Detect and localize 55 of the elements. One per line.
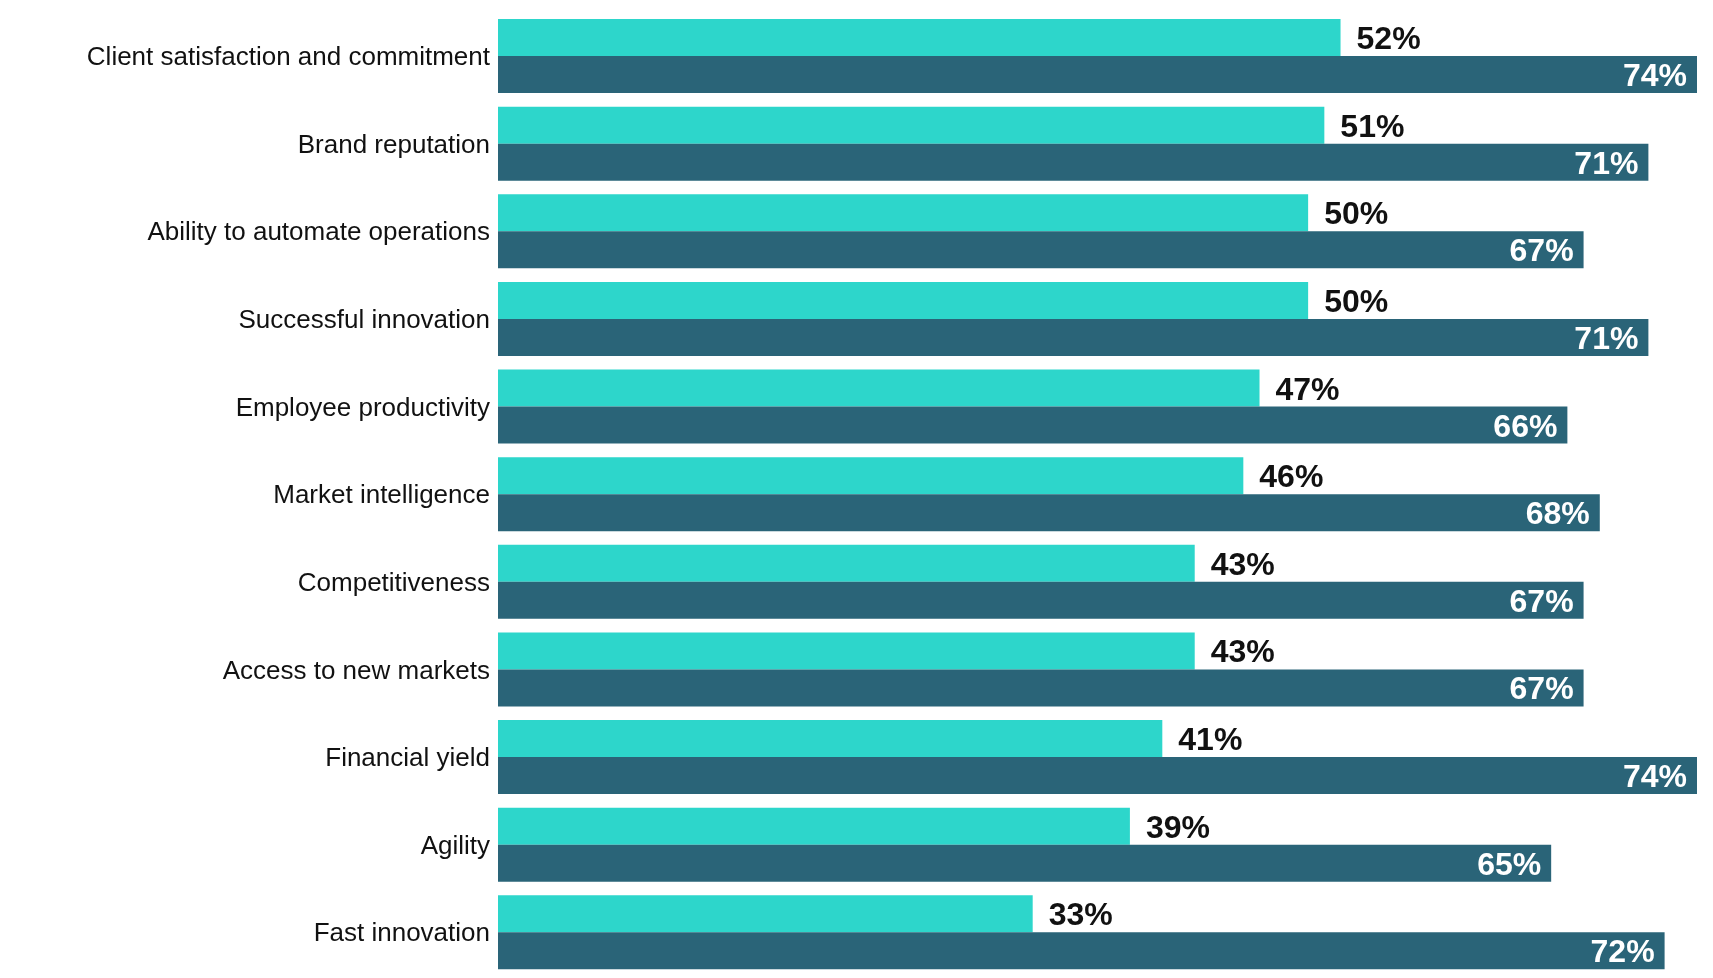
bar	[498, 844, 1552, 882]
data-label: 74%	[1622, 758, 1687, 795]
bar	[498, 19, 1341, 57]
bar	[498, 106, 1325, 144]
data-label: 72%	[1590, 933, 1655, 970]
bar	[498, 581, 1584, 619]
bar	[498, 143, 1649, 181]
data-label: 33%	[1048, 896, 1113, 933]
bar	[498, 318, 1649, 356]
data-label: 50%	[1324, 195, 1389, 232]
data-label: 67%	[1509, 232, 1574, 269]
y-tick-label: Employee productivity	[235, 391, 490, 422]
y-tick-label: Brand reputation	[297, 128, 490, 159]
bar	[498, 369, 1260, 407]
y-tick-label: Market intelligence	[273, 479, 490, 510]
bar	[498, 494, 1600, 532]
bar	[498, 56, 1697, 94]
data-label: 65%	[1477, 845, 1542, 882]
y-tick-label: Financial yield	[325, 742, 490, 773]
bar	[498, 669, 1584, 707]
bar	[498, 720, 1163, 758]
data-label: 43%	[1210, 633, 1275, 670]
data-label: 41%	[1178, 721, 1243, 758]
bar	[498, 406, 1568, 444]
bar	[498, 895, 1033, 933]
data-label: 68%	[1525, 495, 1590, 532]
data-label: 71%	[1574, 144, 1639, 181]
bar	[498, 231, 1584, 269]
bar	[498, 807, 1130, 845]
data-label: 71%	[1574, 319, 1639, 356]
y-tick-label: Successful innovation	[238, 303, 490, 334]
y-tick-label: Agility	[420, 829, 490, 860]
data-label: 67%	[1509, 670, 1574, 707]
y-tick-label: Competitiveness	[297, 566, 490, 597]
data-label: 51%	[1340, 107, 1405, 144]
data-label: 47%	[1275, 370, 1340, 407]
data-label: 46%	[1259, 458, 1324, 495]
bar	[498, 194, 1309, 232]
bar	[498, 932, 1665, 970]
y-tick-label: Client satisfaction and commitment	[86, 41, 491, 72]
data-label: 67%	[1509, 582, 1574, 619]
data-label: 43%	[1210, 545, 1275, 582]
bar	[498, 632, 1195, 670]
data-label: 52%	[1356, 20, 1421, 57]
y-tick-label: Ability to automate operations	[147, 216, 490, 247]
data-label: 39%	[1145, 808, 1210, 845]
bar	[498, 757, 1697, 795]
y-tick-label: Access to new markets	[222, 654, 490, 685]
data-label: 50%	[1324, 282, 1389, 319]
data-label: 66%	[1493, 407, 1558, 444]
bar	[498, 544, 1195, 582]
bar	[498, 281, 1309, 319]
data-label: 74%	[1622, 57, 1687, 94]
bar	[498, 457, 1244, 495]
y-tick-label: Fast innovation	[313, 917, 490, 948]
